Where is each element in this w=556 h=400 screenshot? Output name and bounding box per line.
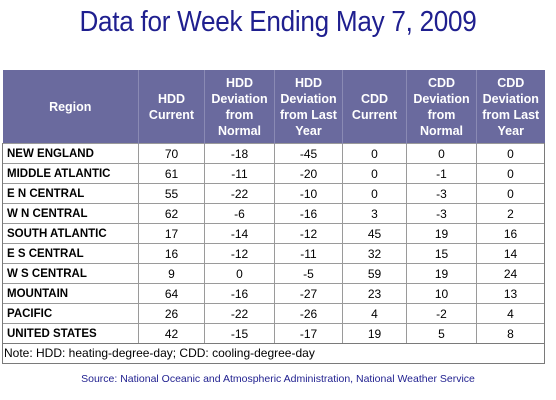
table-row: SOUTH ATLANTIC 17 -14 -12 45 19 16 xyxy=(2,223,545,244)
hdd-deviation-last-year-cell: -16 xyxy=(274,203,343,224)
region-cell: NEW ENGLAND xyxy=(2,143,139,164)
table-row: W S CENTRAL 9 0 -5 59 19 24 xyxy=(2,263,545,284)
hdd-deviation-normal-cell: 0 xyxy=(204,263,275,284)
cdd-current-cell: 4 xyxy=(342,303,407,324)
cdd-current-cell: 0 xyxy=(342,163,407,184)
hdd-deviation-normal-cell: -12 xyxy=(204,243,275,264)
cdd-current-cell: 19 xyxy=(342,323,407,344)
cdd-current-cell: 45 xyxy=(342,223,407,244)
hdd-deviation-normal-cell: -18 xyxy=(204,143,275,164)
degree-day-table: Region HDD Current HDD Deviation from No… xyxy=(2,70,545,344)
page-title: Data for Week Ending May 7, 2009 xyxy=(79,6,477,38)
column-header-hdd-deviation-normal: HDD Deviation from Normal xyxy=(204,70,275,144)
cdd-current-cell: 59 xyxy=(342,263,407,284)
cdd-deviation-normal-cell: 5 xyxy=(406,323,477,344)
hdd-deviation-normal-cell: -15 xyxy=(204,323,275,344)
cdd-deviation-last-year-cell: 16 xyxy=(476,223,545,244)
hdd-deviation-last-year-cell: -20 xyxy=(274,163,343,184)
hdd-deviation-last-year-cell: -45 xyxy=(274,143,343,164)
hdd-deviation-last-year-cell: -27 xyxy=(274,283,343,304)
cdd-current-cell: 0 xyxy=(342,143,407,164)
region-cell: MIDDLE ATLANTIC xyxy=(2,163,139,184)
cdd-deviation-normal-cell: -3 xyxy=(406,183,477,204)
hdd-current-cell: 17 xyxy=(138,223,205,244)
cdd-deviation-last-year-cell: 14 xyxy=(476,243,545,264)
hdd-deviation-last-year-cell: -26 xyxy=(274,303,343,324)
cdd-deviation-normal-cell: -2 xyxy=(406,303,477,324)
hdd-current-cell: 62 xyxy=(138,203,205,224)
cdd-deviation-normal-cell: 15 xyxy=(406,243,477,264)
cdd-deviation-normal-cell: 10 xyxy=(406,283,477,304)
hdd-current-cell: 16 xyxy=(138,243,205,264)
cdd-deviation-normal-cell: 19 xyxy=(406,263,477,284)
hdd-deviation-last-year-cell: -5 xyxy=(274,263,343,284)
hdd-current-cell: 9 xyxy=(138,263,205,284)
hdd-deviation-normal-cell: -22 xyxy=(204,183,275,204)
table-row: MIDDLE ATLANTIC 61 -11 -20 0 -1 0 xyxy=(2,163,545,184)
table-note: Note: HDD: heating-degree-day; CDD: cool… xyxy=(2,344,545,364)
hdd-deviation-last-year-cell: -17 xyxy=(274,323,343,344)
hdd-deviation-normal-cell: -22 xyxy=(204,303,275,324)
cdd-deviation-normal-cell: 0 xyxy=(406,143,477,164)
hdd-deviation-last-year-cell: -10 xyxy=(274,183,343,204)
cdd-current-cell: 23 xyxy=(342,283,407,304)
region-cell: W N CENTRAL xyxy=(2,203,139,224)
table-row: MOUNTAIN 64 -16 -27 23 10 13 xyxy=(2,283,545,304)
cdd-deviation-last-year-cell: 24 xyxy=(476,263,545,284)
table-row: E N CENTRAL 55 -22 -10 0 -3 0 xyxy=(2,183,545,204)
hdd-deviation-normal-cell: -16 xyxy=(204,283,275,304)
cdd-deviation-last-year-cell: 8 xyxy=(476,323,545,344)
cdd-current-cell: 32 xyxy=(342,243,407,264)
cdd-deviation-normal-cell: -1 xyxy=(406,163,477,184)
cdd-deviation-last-year-cell: 4 xyxy=(476,303,545,324)
hdd-current-cell: 26 xyxy=(138,303,205,324)
hdd-deviation-last-year-cell: -11 xyxy=(274,243,343,264)
cdd-current-cell: 3 xyxy=(342,203,407,224)
weather-data-table-container: Region HDD Current HDD Deviation from No… xyxy=(2,70,545,364)
region-cell: MOUNTAIN xyxy=(2,283,139,304)
hdd-deviation-normal-cell: -11 xyxy=(204,163,275,184)
hdd-deviation-normal-cell: -14 xyxy=(204,223,275,244)
table-row-total: UNITED STATES 42 -15 -17 19 5 8 xyxy=(2,323,545,344)
cdd-deviation-last-year-cell: 2 xyxy=(476,203,545,224)
region-cell: E S CENTRAL xyxy=(2,243,139,264)
hdd-deviation-normal-cell: -6 xyxy=(204,203,275,224)
hdd-current-cell: 55 xyxy=(138,183,205,204)
table-row: W N CENTRAL 62 -6 -16 3 -3 2 xyxy=(2,203,545,224)
hdd-current-cell: 42 xyxy=(138,323,205,344)
cdd-deviation-normal-cell: 19 xyxy=(406,223,477,244)
hdd-current-cell: 61 xyxy=(138,163,205,184)
source-caption: Source: National Oceanic and Atmospheric… xyxy=(81,373,475,385)
column-header-cdd-deviation-last-year: CDD Deviation from Last Year xyxy=(476,70,545,144)
hdd-current-cell: 64 xyxy=(138,283,205,304)
cdd-deviation-last-year-cell: 0 xyxy=(476,163,545,184)
column-header-hdd-deviation-last-year: HDD Deviation from Last Year xyxy=(274,70,343,144)
region-cell: E N CENTRAL xyxy=(2,183,139,204)
region-cell: SOUTH ATLANTIC xyxy=(2,223,139,244)
column-header-region: Region xyxy=(2,70,139,144)
cdd-deviation-last-year-cell: 13 xyxy=(476,283,545,304)
cdd-deviation-normal-cell: -3 xyxy=(406,203,477,224)
region-cell: UNITED STATES xyxy=(2,323,139,344)
table-row: E S CENTRAL 16 -12 -11 32 15 14 xyxy=(2,243,545,264)
column-header-cdd-current: CDD Current xyxy=(342,70,407,144)
hdd-deviation-last-year-cell: -12 xyxy=(274,223,343,244)
cdd-current-cell: 0 xyxy=(342,183,407,204)
table-row: PACIFIC 26 -22 -26 4 -2 4 xyxy=(2,303,545,324)
table-header-row: Region HDD Current HDD Deviation from No… xyxy=(2,70,545,144)
region-cell: PACIFIC xyxy=(2,303,139,324)
hdd-current-cell: 70 xyxy=(138,143,205,164)
cdd-deviation-last-year-cell: 0 xyxy=(476,183,545,204)
table-row: NEW ENGLAND 70 -18 -45 0 0 0 xyxy=(2,143,545,164)
region-cell: W S CENTRAL xyxy=(2,263,139,284)
column-header-cdd-deviation-normal: CDD Deviation from Normal xyxy=(406,70,477,144)
cdd-deviation-last-year-cell: 0 xyxy=(476,143,545,164)
column-header-hdd-current: HDD Current xyxy=(138,70,205,144)
